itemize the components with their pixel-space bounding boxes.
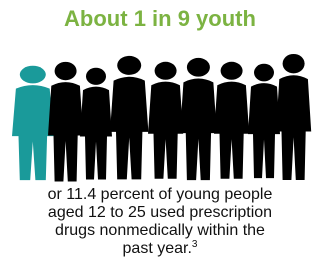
person bbox=[80, 68, 112, 180]
body-line-text: aged 12 to 25 used prescription bbox=[48, 204, 272, 221]
person bbox=[180, 58, 217, 180]
body-line: or 11.4 percent of young people bbox=[48, 186, 273, 203]
person bbox=[248, 64, 280, 178]
silhouettes bbox=[12, 54, 311, 182]
body-line: past year.3 bbox=[123, 239, 198, 257]
body-line-text: drugs nonmedically within the bbox=[55, 222, 265, 239]
infographic: About 1 in 9 youth or 11.4 percent of yo… bbox=[0, 0, 320, 275]
person bbox=[48, 62, 83, 182]
person bbox=[110, 56, 148, 180]
person bbox=[148, 62, 183, 179]
page: About 1 in 9 youth or 11.4 percent of yo… bbox=[0, 0, 320, 275]
body-line: aged 12 to 25 used prescription bbox=[48, 204, 272, 221]
person bbox=[276, 54, 311, 180]
highlighted-person bbox=[12, 66, 54, 180]
body-line: drugs nonmedically within the bbox=[55, 222, 265, 239]
person bbox=[214, 62, 249, 179]
title: About 1 in 9 youth bbox=[64, 6, 256, 31]
body-line-text: past year. bbox=[123, 240, 192, 257]
body-line-text: or 11.4 percent of young people bbox=[48, 186, 273, 203]
footnote-marker: 3 bbox=[192, 239, 198, 250]
